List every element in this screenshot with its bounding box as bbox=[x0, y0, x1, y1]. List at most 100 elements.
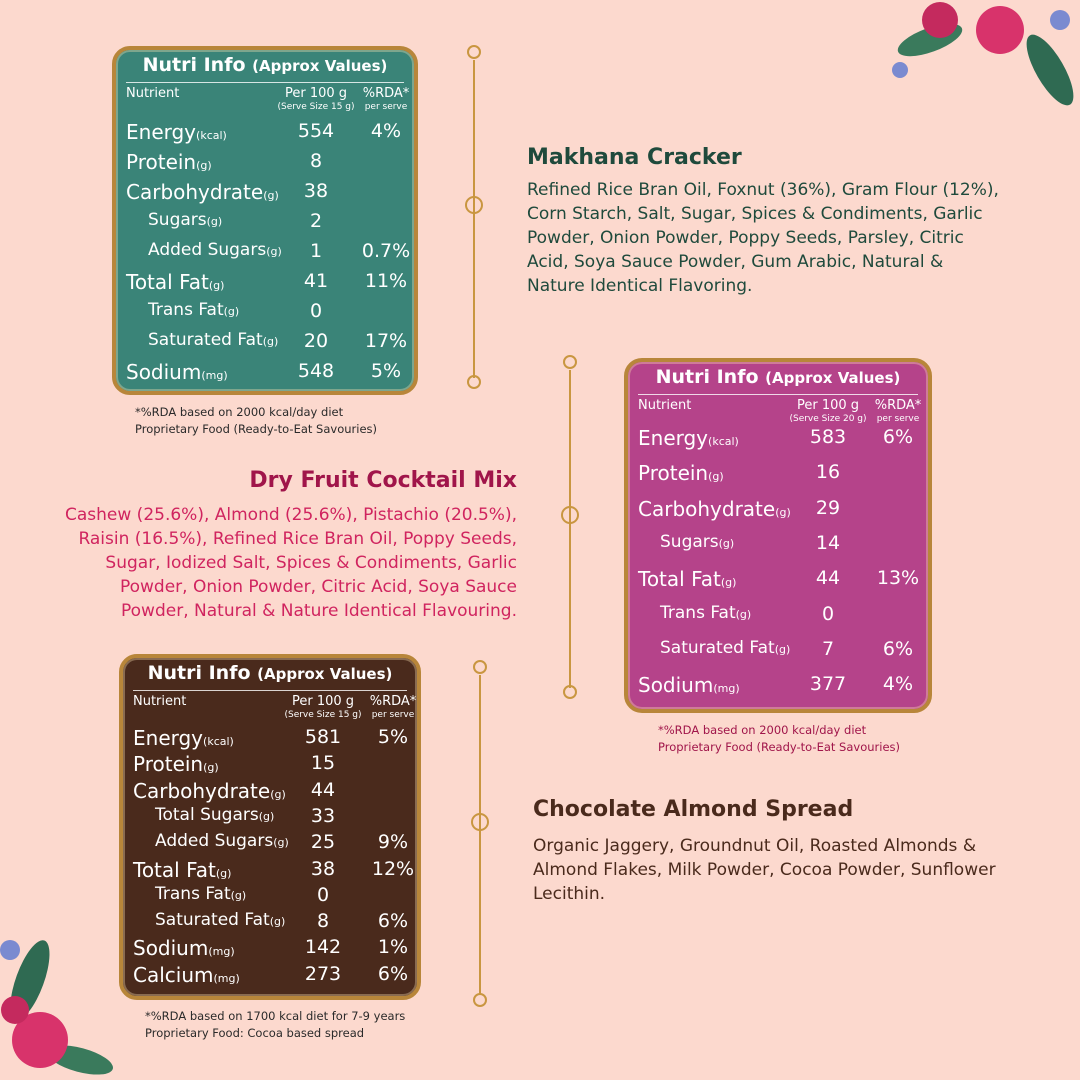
footnote: *%RDA based on 1700 kcal diet for 7-9 ye… bbox=[145, 1009, 406, 1023]
per-100g-value: 554 bbox=[297, 120, 335, 142]
rda-value: 6% bbox=[882, 637, 914, 660]
nutrient-unit: (g) bbox=[196, 159, 212, 172]
per-100g-value: 14 bbox=[815, 531, 841, 554]
nutrient-name: Saturated Fat(g) bbox=[148, 332, 278, 349]
col-per100: Per 100 g bbox=[291, 694, 355, 709]
rda-value: 6% bbox=[377, 910, 409, 933]
nutrient-name: Sugars(g) bbox=[660, 533, 735, 551]
nutrient-unit: (g) bbox=[718, 536, 735, 550]
col-rda: %RDA* bbox=[874, 398, 922, 413]
per-100g-value: 38 bbox=[310, 857, 336, 880]
nutrient-unit: (g) bbox=[208, 279, 225, 292]
per-100g-value: 273 bbox=[304, 962, 342, 985]
nutrient-name: Carbohydrate(g) bbox=[133, 781, 286, 801]
nutrition-card: Nutri Info (Approx Values) Nutrient Per 10… bbox=[112, 46, 418, 395]
nutrition-card: Nutri Info (Approx Values) Nutrient Per 10… bbox=[624, 358, 932, 713]
nutrient-unit: (kcal) bbox=[203, 735, 234, 748]
nutrient-name: Sodium(mg) bbox=[638, 675, 740, 695]
nutrient-label: Sodium bbox=[638, 673, 714, 698]
per-100g-value: 15 bbox=[310, 752, 336, 775]
nutrient-name: Carbohydrate(g) bbox=[126, 182, 279, 202]
per-100g-value: 7 bbox=[821, 637, 835, 660]
col-per100: Per 100 g bbox=[284, 86, 348, 101]
nutrient-label: Added Sugars bbox=[155, 831, 274, 852]
title-subtitle: (Approx Values) bbox=[765, 369, 901, 387]
nutrient-label: Energy bbox=[133, 726, 204, 750]
rda-value: 6% bbox=[377, 962, 409, 985]
nutrient-unit: (g) bbox=[223, 305, 240, 318]
nutrient-label: Trans Fat bbox=[155, 883, 231, 904]
nutrient-name: Saturated Fat(g) bbox=[155, 912, 285, 929]
nutrient-label: Total Fat bbox=[126, 270, 209, 294]
ingredients: Refined Rice Bran Oil, Foxnut (36%), Gra… bbox=[527, 180, 999, 296]
col-per100: Per 100 g bbox=[796, 398, 860, 413]
nutrient-label: Protein bbox=[126, 150, 197, 174]
nutrient-label: Carbohydrate bbox=[133, 778, 271, 803]
nutrient-unit: (g) bbox=[203, 761, 219, 775]
nutrient-label: Calcium bbox=[133, 962, 214, 987]
nutrient-unit: (g) bbox=[775, 505, 791, 519]
nutrient-unit: (kcal) bbox=[196, 129, 227, 142]
nutrient-unit: (g) bbox=[263, 189, 279, 202]
title-subtitle: (Approx Values) bbox=[252, 57, 388, 75]
nutrient-unit: (g) bbox=[273, 836, 289, 850]
nutrient-label: Saturated Fat bbox=[155, 910, 270, 931]
col-nutrient: Nutrient bbox=[638, 398, 692, 413]
footnote: Proprietary Food (Ready-to-Eat Savouries… bbox=[658, 740, 900, 754]
rda-value: 0.7% bbox=[361, 240, 411, 262]
nutrient-name: Total Fat(g) bbox=[133, 860, 231, 880]
footnote: *%RDA based on 2000 kcal/day diet bbox=[658, 723, 867, 737]
rda-value: 17% bbox=[364, 330, 408, 352]
nutrient-name: Added Sugars(g) bbox=[155, 833, 289, 850]
nutrient-unit: (mg) bbox=[713, 682, 740, 696]
nutri-title: Nutri Info (Approx Values) bbox=[116, 54, 414, 76]
nutrient-label: Saturated Fat bbox=[148, 330, 263, 350]
nutrient-name: Added Sugars(g) bbox=[148, 242, 282, 259]
footnote: *%RDA based on 2000 kcal/day diet bbox=[135, 405, 344, 419]
per-100g-value: 44 bbox=[815, 567, 841, 590]
per-100g-value: 377 bbox=[809, 673, 847, 696]
per-100g-value: 44 bbox=[310, 778, 336, 801]
nutrient-name: Total Fat(g) bbox=[126, 272, 224, 292]
col-rda: %RDA* bbox=[362, 86, 410, 101]
nutrient-unit: (g) bbox=[206, 215, 223, 228]
per-100g-value: 583 bbox=[809, 426, 847, 448]
nutrient-unit: (g) bbox=[735, 607, 752, 621]
col-rda-sub: per serve bbox=[371, 710, 415, 720]
footnotes: *%RDA based on 1700 kcal diet for 7-9 ye… bbox=[145, 1008, 405, 1042]
nutrient-label: Saturated Fat bbox=[660, 637, 775, 658]
nutrient-name: Sugars(g) bbox=[148, 212, 222, 229]
nutrient-name: Calcium(mg) bbox=[133, 965, 240, 985]
nutrient-unit: (mg) bbox=[201, 369, 228, 382]
nutrient-label: Energy bbox=[638, 426, 709, 450]
rda-value: 11% bbox=[364, 270, 408, 292]
per-100g-value: 0 bbox=[309, 300, 323, 322]
nutrient-name: Saturated Fat(g) bbox=[660, 637, 790, 658]
nutrient-unit: (g) bbox=[266, 245, 282, 258]
nutrient-unit: (g) bbox=[720, 576, 737, 590]
nutrient-unit: (g) bbox=[262, 335, 279, 348]
per-100g-value: 29 bbox=[815, 496, 841, 519]
title-rule bbox=[133, 690, 407, 691]
footnotes: *%RDA based on 2000 kcal/day diet Proprie… bbox=[135, 404, 377, 438]
rda-value: 1% bbox=[377, 936, 409, 959]
rda-value: 13% bbox=[876, 567, 920, 590]
nutrient-label: Energy bbox=[126, 120, 197, 144]
nutrient-name: Energy(kcal) bbox=[126, 122, 227, 142]
nutrient-name: Trans Fat(g) bbox=[148, 302, 239, 319]
nutri-title: Nutri Info (Approx Values) bbox=[628, 366, 928, 388]
per-100g-value: 8 bbox=[316, 910, 330, 933]
per-100g-value: 38 bbox=[303, 180, 329, 202]
col-nutrient: Nutrient bbox=[133, 694, 187, 709]
per-100g-value: 142 bbox=[304, 936, 342, 959]
col-rda-sub: per serve bbox=[364, 102, 408, 112]
nutrient-unit: (g) bbox=[708, 470, 724, 484]
nutrient-unit: (kcal) bbox=[708, 435, 739, 448]
footnotes: *%RDA based on 2000 kcal/day diet Proprie… bbox=[658, 722, 900, 756]
ingredients: Cashew (25.6%), Almond (25.6%), Pistachi… bbox=[65, 505, 517, 621]
nutrient-label: Added Sugars bbox=[148, 240, 267, 260]
per-100g-value: 0 bbox=[821, 602, 835, 625]
rda-value: 5% bbox=[370, 360, 402, 382]
nutrient-label: Sodium bbox=[126, 360, 202, 384]
nutrient-unit: (g) bbox=[270, 787, 286, 801]
